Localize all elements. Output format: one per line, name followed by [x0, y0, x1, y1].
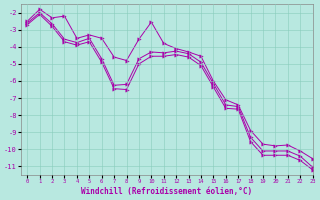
X-axis label: Windchill (Refroidissement éolien,°C): Windchill (Refroidissement éolien,°C): [81, 187, 252, 196]
